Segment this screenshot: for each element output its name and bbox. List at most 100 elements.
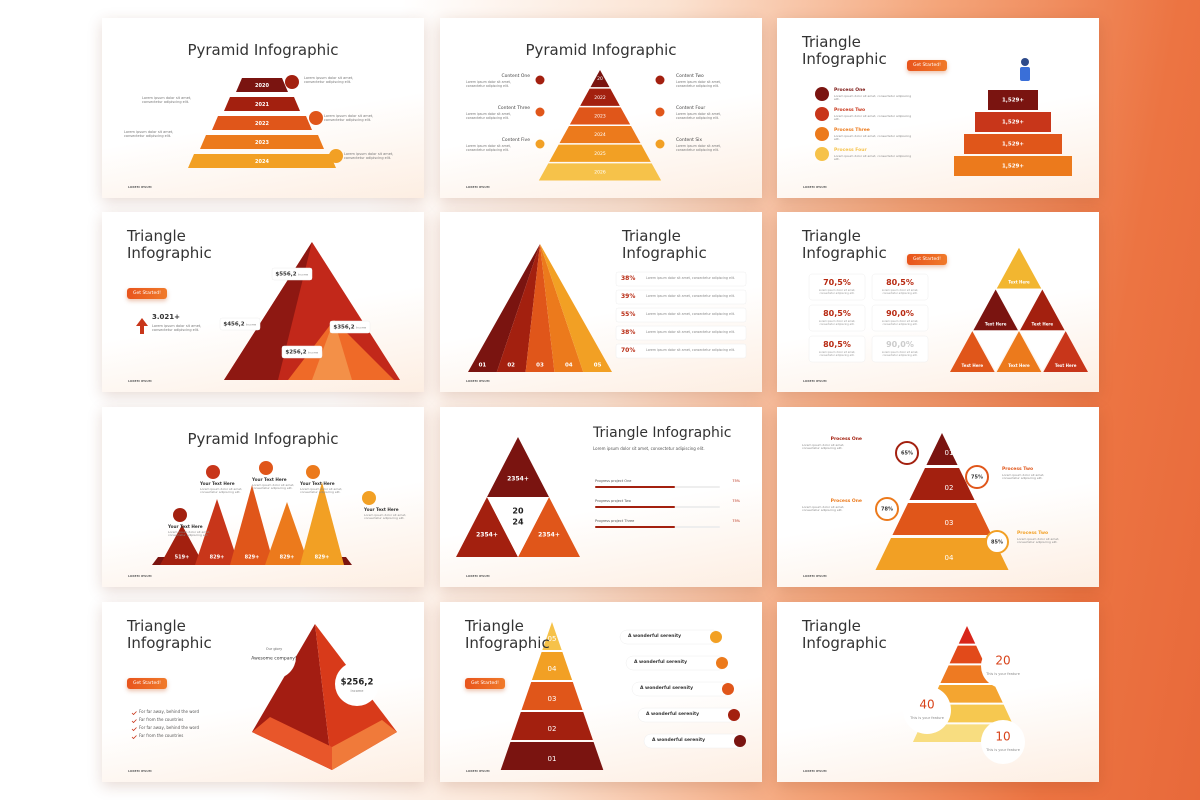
spike xyxy=(300,482,344,565)
label: 519+ xyxy=(175,555,190,561)
shape xyxy=(252,717,332,770)
triangle xyxy=(973,289,1018,331)
icon xyxy=(309,111,323,125)
pyramid-level xyxy=(511,712,593,740)
step xyxy=(954,156,1072,176)
text: For far away, behind the word xyxy=(139,725,200,730)
text: 90,0% xyxy=(886,340,914,349)
text: 75% xyxy=(732,499,740,503)
text: Lorem ipsum dolor sit amet, consectetur … xyxy=(1017,537,1060,545)
stat-box xyxy=(808,335,866,363)
icon xyxy=(815,87,829,101)
stat-box xyxy=(808,273,866,301)
icon xyxy=(728,709,740,721)
text: 80,5% xyxy=(823,309,851,318)
number-circle xyxy=(981,644,1025,688)
slide: 05 04 03 02 01 LOREM IPSUM Triangle Infographi… xyxy=(440,602,762,782)
pyramid-level xyxy=(538,163,662,181)
slide: 1,529+ 1,529+ 1,529+ 1,529+ LOREM IPSUM Trian… xyxy=(777,18,1099,198)
label: $356,2 xyxy=(333,325,354,331)
footer: LOREM IPSUM xyxy=(128,185,152,189)
number-circle xyxy=(903,686,951,734)
button[interactable]: Get Started! xyxy=(127,288,167,299)
label: 02 xyxy=(548,725,557,733)
text: Far from the countries xyxy=(139,717,184,722)
text: Lorem ipsum dolor sit amet, consectetur … xyxy=(676,144,721,152)
text: Lorem ipsum dolor sit amet, consectetur … xyxy=(304,76,354,85)
text: Process Two xyxy=(1002,467,1034,472)
wedge xyxy=(468,244,540,372)
pyramid-level xyxy=(958,626,976,644)
text: Content Four xyxy=(676,106,706,111)
icon xyxy=(306,465,320,479)
label: 829+ xyxy=(280,555,295,561)
label: Text Here xyxy=(1032,321,1054,326)
triangle xyxy=(996,247,1042,289)
text: Lorem ipsum dolor sit amet, consectetur … xyxy=(646,330,735,334)
label: Income xyxy=(246,323,257,327)
button[interactable]: Get Started! xyxy=(127,678,167,689)
text: Your Text Here xyxy=(252,477,287,482)
icon xyxy=(285,75,299,89)
text: A wonderful serenity xyxy=(640,686,694,691)
stat-box xyxy=(871,335,929,363)
label: 75% xyxy=(971,475,983,481)
text: 3.021+ xyxy=(152,313,181,321)
bubble xyxy=(335,662,379,706)
button[interactable]: Get Started! xyxy=(465,678,505,689)
slide: Text Here Text Here Text Here Text Here Text… xyxy=(777,212,1099,392)
pyramid-level xyxy=(549,144,651,162)
value-box xyxy=(271,267,313,281)
text: Lorem ipsum dolor sit amet, consectetur … xyxy=(646,348,735,352)
wedge xyxy=(540,244,612,372)
shape xyxy=(332,720,397,770)
slide-title: Triangle Infographic xyxy=(465,617,550,653)
button[interactable]: Get Started! xyxy=(907,254,947,265)
icon xyxy=(655,139,665,149)
step xyxy=(964,134,1062,154)
label: 04 xyxy=(548,665,557,673)
step xyxy=(975,112,1051,132)
shape xyxy=(487,437,549,497)
icon xyxy=(362,491,376,505)
spike xyxy=(160,525,204,565)
text: Lorem ipsum dolor sit amet, consectetur … xyxy=(834,114,912,122)
progress-fill xyxy=(595,526,675,528)
label: 24 xyxy=(512,518,524,527)
label: This is your feature xyxy=(909,716,944,720)
text: Lorem ipsum dolor sit amet, consectetur … xyxy=(818,351,856,357)
text: A wonderful serenity xyxy=(646,712,700,717)
text: 55% xyxy=(621,310,636,318)
stat-box xyxy=(871,304,929,332)
person xyxy=(1020,67,1030,81)
text: Content Two xyxy=(676,74,704,79)
text: Lorem ipsum dolor sit amet, consectetur … xyxy=(168,530,211,538)
number-circle xyxy=(981,720,1025,764)
label: 1,529+ xyxy=(1002,142,1024,148)
text: Lorem ipsum dolor sit amet, consectetur … xyxy=(818,320,856,326)
label: 1,529+ xyxy=(1002,164,1024,170)
slide-title: Triangle Infographic xyxy=(802,33,887,69)
footer: LOREM IPSUM xyxy=(803,769,827,773)
text: Lorem ipsum dolor sit amet, consectetur … xyxy=(881,320,919,326)
footer: LOREM IPSUM xyxy=(128,379,152,383)
text: Lorem ipsum dolor sit amet, consectetur … xyxy=(324,114,374,123)
label: $556,2 xyxy=(275,272,296,278)
text: Lorem ipsum dolor sit amet, consectetur … xyxy=(593,446,705,451)
label: 2023 xyxy=(255,140,269,146)
row-box xyxy=(615,307,747,323)
button[interactable]: Get Started! xyxy=(907,60,947,71)
triangle xyxy=(996,288,1042,330)
pyramid-level xyxy=(542,622,562,650)
icon xyxy=(716,657,728,669)
slide: 01 02 03 04 65% 75% 78% 85% LOREM IPSUM Process O… xyxy=(777,407,1099,587)
pyramid-level xyxy=(224,97,300,111)
shape xyxy=(312,320,352,380)
label: Our glory xyxy=(266,647,282,651)
slide-graphics: 20 2022 2023 2024 2025 2026 xyxy=(535,70,665,181)
slide-title: Triangle Infographic xyxy=(622,227,707,263)
text: Content One xyxy=(501,74,531,79)
text: Lorem ipsum dolor sit amet, consectetur … xyxy=(676,112,721,120)
label: 03 xyxy=(536,363,544,369)
